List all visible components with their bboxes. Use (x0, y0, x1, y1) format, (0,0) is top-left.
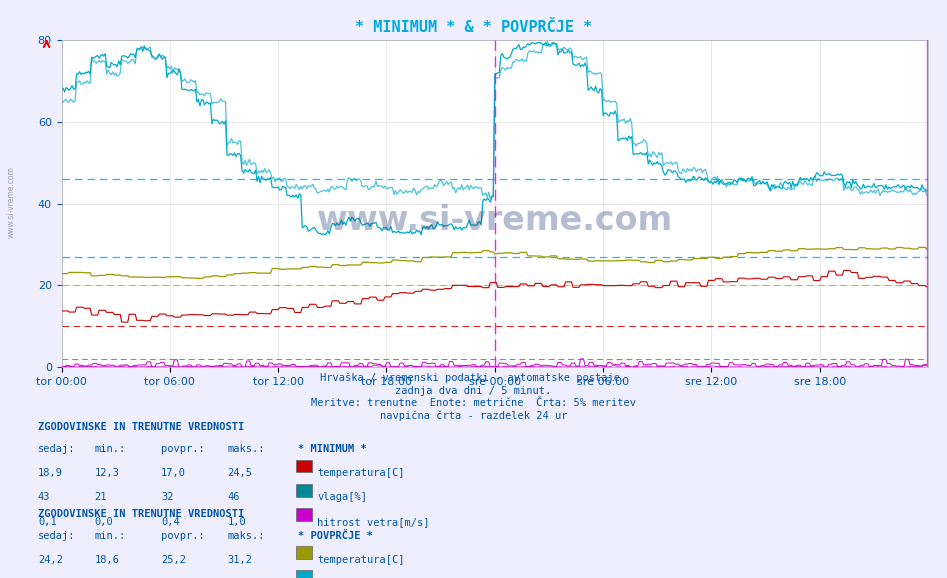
Text: 46: 46 (227, 492, 240, 502)
Text: 0,4: 0,4 (161, 517, 180, 527)
Text: 25,2: 25,2 (161, 555, 186, 565)
Text: temperatura[C]: temperatura[C] (317, 555, 404, 565)
Text: sedaj:: sedaj: (38, 531, 76, 540)
Text: www.si-vreme.com: www.si-vreme.com (7, 166, 16, 238)
Text: povpr.:: povpr.: (161, 531, 205, 540)
Text: 0,1: 0,1 (38, 517, 57, 527)
Text: 21: 21 (95, 492, 107, 502)
Text: maks.:: maks.: (227, 531, 265, 540)
Text: * POVPRČJE *: * POVPRČJE * (298, 531, 373, 540)
Text: * MINIMUM * & * POVPRČJE *: * MINIMUM * & * POVPRČJE * (355, 20, 592, 35)
Text: temperatura[C]: temperatura[C] (317, 468, 404, 478)
Text: min.:: min.: (95, 444, 126, 454)
Text: min.:: min.: (95, 531, 126, 540)
Text: 31,2: 31,2 (227, 555, 252, 565)
Text: ZGODOVINSKE IN TRENUTNE VREDNOSTI: ZGODOVINSKE IN TRENUTNE VREDNOSTI (38, 422, 244, 432)
Text: 18,9: 18,9 (38, 468, 63, 478)
Text: 1,0: 1,0 (227, 517, 246, 527)
Text: sedaj:: sedaj: (38, 444, 76, 454)
Text: 17,0: 17,0 (161, 468, 186, 478)
Text: maks.:: maks.: (227, 444, 265, 454)
Text: 43: 43 (38, 492, 50, 502)
Text: ZGODOVINSKE IN TRENUTNE VREDNOSTI: ZGODOVINSKE IN TRENUTNE VREDNOSTI (38, 509, 244, 518)
Text: povpr.:: povpr.: (161, 444, 205, 454)
Text: www.si-vreme.com: www.si-vreme.com (316, 203, 673, 236)
Text: * MINIMUM *: * MINIMUM * (298, 444, 367, 454)
Text: 24,2: 24,2 (38, 555, 63, 565)
Text: Meritve: trenutne  Enote: metrične  Črta: 5% meritev: Meritve: trenutne Enote: metrične Črta: … (311, 398, 636, 408)
Text: Hrvaška / vremenski podatki - avtomatske postaje.: Hrvaška / vremenski podatki - avtomatske… (320, 373, 627, 383)
Text: 24,5: 24,5 (227, 468, 252, 478)
Text: 0,0: 0,0 (95, 517, 114, 527)
Text: navpična črta - razdelek 24 ur: navpična črta - razdelek 24 ur (380, 411, 567, 421)
Text: vlaga[%]: vlaga[%] (317, 492, 367, 502)
Text: hitrost vetra[m/s]: hitrost vetra[m/s] (317, 517, 430, 527)
Text: 32: 32 (161, 492, 173, 502)
Text: 12,3: 12,3 (95, 468, 119, 478)
Text: zadnja dva dni / 5 minut.: zadnja dva dni / 5 minut. (396, 386, 551, 395)
Text: 18,6: 18,6 (95, 555, 119, 565)
